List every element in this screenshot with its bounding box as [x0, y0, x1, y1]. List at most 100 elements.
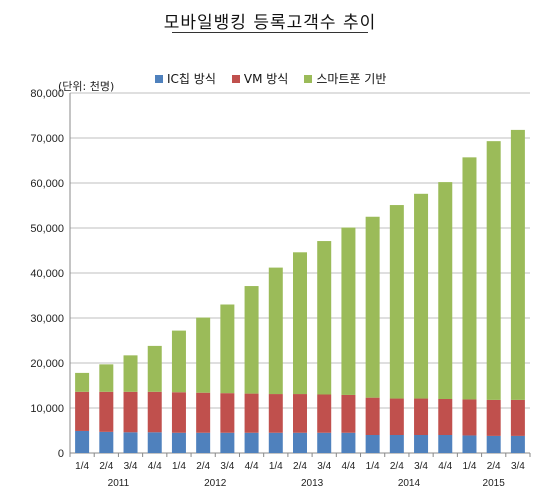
bar-segment-s0-7: [244, 432, 259, 453]
y-tick-label-2: 20,000: [30, 358, 64, 370]
bar-segment-s0-0: [75, 430, 90, 453]
y-tick-label-3: 30,000: [30, 313, 64, 325]
bar-segment-s2-16: [462, 157, 477, 400]
bar-segment-s1-3: [147, 391, 162, 433]
bar-segment-s1-0: [75, 391, 90, 431]
bar-segment-s1-4: [171, 392, 186, 433]
bar-segment-s1-17: [486, 399, 501, 436]
bar-segment-s1-2: [123, 391, 138, 433]
bar-segment-s2-5: [196, 317, 211, 393]
bar-segment-s1-8: [268, 394, 283, 433]
legend-swatch-smartphone: [304, 74, 313, 83]
bar-segment-s0-5: [196, 432, 211, 453]
x-tick-label-14: 3/4: [414, 461, 428, 472]
y-tick-label-4: 40,000: [30, 268, 64, 280]
bar-segment-s1-7: [244, 393, 259, 433]
bar-segment-s2-10: [317, 241, 332, 395]
bar-segment-s0-14: [414, 435, 429, 453]
bar-segment-s1-6: [220, 393, 235, 433]
bar-segment-s1-18: [510, 399, 525, 436]
x-tick-label-2: 3/4: [124, 461, 138, 472]
year-label-3: 2014: [398, 478, 421, 489]
bar-segment-s0-8: [268, 432, 283, 453]
bar-segment-s1-9: [293, 394, 307, 433]
legend-swatch-ic-chip: [155, 74, 163, 83]
x-tick-label-5: 2/4: [196, 461, 210, 472]
legend-item-vm: VM 방식: [231, 70, 289, 87]
unit-note: (단위: 천명): [58, 80, 115, 93]
bar-segment-s0-17: [486, 435, 501, 453]
x-tick-label-3: 4/4: [148, 461, 162, 472]
bar-segment-s2-3: [147, 345, 162, 392]
bar-segment-s2-2: [123, 355, 138, 392]
legend-label-ic-chip: IC칩 방식: [167, 72, 216, 86]
year-label-0: 2011: [108, 478, 130, 489]
bar-segment-s1-1: [99, 391, 114, 432]
y-tick-label-6: 60,000: [30, 178, 64, 190]
bar-segment-s0-18: [510, 435, 525, 453]
x-tick-label-0: 1/4: [75, 461, 89, 472]
bar-segment-s0-2: [123, 432, 138, 453]
x-tick-label-13: 2/4: [390, 461, 404, 472]
legend-swatch-vm: [231, 74, 240, 83]
legend-label-smartphone: 스마트폰 기반: [316, 72, 387, 86]
bar-segment-s0-9: [293, 432, 307, 453]
year-label-2: 2013: [301, 478, 324, 489]
bar-segment-s2-1: [99, 364, 114, 392]
bar-segment-s0-12: [365, 435, 380, 453]
x-tick-label-4: 1/4: [172, 461, 186, 472]
bar-segment-s2-4: [171, 330, 186, 393]
bar-segment-s2-11: [341, 227, 356, 395]
x-tick-label-10: 3/4: [317, 461, 331, 472]
bar-segment-s2-17: [486, 141, 501, 400]
year-label-4: 2015: [483, 478, 506, 489]
bar-segment-s1-15: [438, 399, 453, 435]
y-tick-label-0: 0: [58, 448, 64, 460]
bar-segment-s0-13: [389, 435, 404, 453]
x-tick-label-16: 1/4: [463, 461, 477, 472]
year-label-1: 2012: [204, 478, 227, 489]
bar-segment-s0-1: [99, 431, 114, 453]
bar-segment-s2-8: [268, 267, 283, 395]
bar-segment-s2-0: [75, 372, 90, 392]
bar-segment-s2-7: [244, 286, 259, 394]
y-tick-label-1: 10,000: [30, 403, 64, 415]
bar-segment-s0-6: [220, 432, 235, 453]
bar-segment-s2-12: [365, 216, 380, 398]
bar-segment-s1-14: [414, 398, 429, 435]
bar-segment-s1-13: [389, 398, 404, 435]
y-tick-label-8: 80,000: [30, 88, 64, 100]
legend-item-smartphone: 스마트폰 기반: [304, 70, 386, 87]
x-tick-label-15: 4/4: [438, 461, 452, 472]
bar-segment-s1-5: [196, 392, 211, 433]
x-tick-label-11: 4/4: [341, 461, 355, 472]
bar-segment-s2-9: [293, 252, 307, 395]
bar-segment-s0-16: [462, 435, 477, 453]
y-tick-label-5: 50,000: [30, 223, 64, 235]
x-tick-label-8: 1/4: [269, 461, 283, 472]
bar-segment-s1-10: [317, 394, 332, 433]
x-tick-label-18: 3/4: [511, 461, 525, 472]
bar-segment-s2-15: [438, 182, 453, 399]
x-tick-label-1: 2/4: [99, 461, 113, 472]
bar-segment-s0-15: [438, 435, 453, 453]
bar-segment-s1-12: [365, 397, 380, 435]
legend-item-ic-chip: IC칩 방식: [155, 70, 216, 87]
bar-segment-s2-6: [220, 304, 235, 394]
bar-segment-s1-16: [462, 399, 477, 436]
bar-segment-s2-18: [510, 129, 525, 400]
chart-title: 모바일뱅킹 등록고객수 추이: [163, 13, 377, 33]
title-underline: [172, 32, 368, 33]
x-tick-label-6: 3/4: [220, 461, 234, 472]
bar-segment-s2-14: [414, 193, 429, 399]
bar-segment-s0-10: [317, 432, 332, 453]
legend-label-vm: VM 방식: [243, 72, 289, 86]
bar-segment-s2-13: [389, 205, 404, 399]
legend: IC칩 방식 VM 방식 스마트폰 기반: [155, 70, 386, 87]
bar-segment-s0-4: [171, 432, 186, 453]
bar-segment-s0-11: [341, 432, 356, 453]
x-tick-label-17: 2/4: [487, 461, 501, 472]
x-tick-label-12: 1/4: [366, 461, 380, 472]
x-tick-label-9: 2/4: [293, 461, 307, 472]
